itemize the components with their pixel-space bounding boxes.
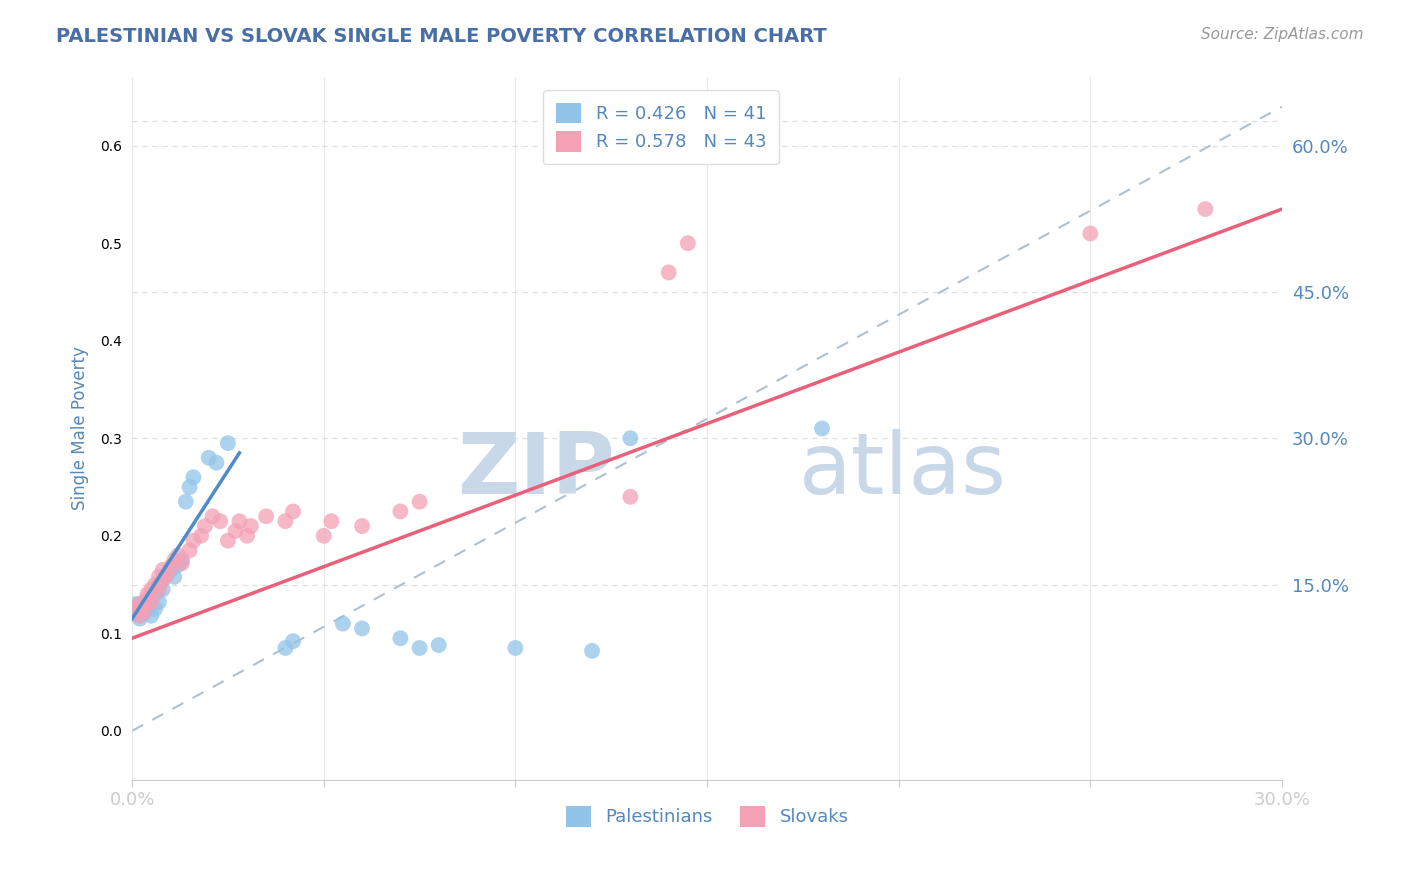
- Point: [148, 595, 170, 609]
- Point: [389, 631, 412, 645]
- Point: [217, 436, 239, 450]
- Point: [194, 519, 217, 533]
- Point: [152, 573, 174, 587]
- Point: [152, 563, 174, 577]
- Point: [125, 602, 148, 616]
- Point: [125, 602, 148, 616]
- Point: [155, 567, 177, 582]
- Point: [201, 509, 224, 524]
- Point: [143, 602, 166, 616]
- Point: [128, 608, 150, 623]
- Point: [209, 514, 232, 528]
- Point: [228, 514, 250, 528]
- Legend: Palestinians, Slovaks: Palestinians, Slovaks: [558, 798, 856, 834]
- Point: [676, 236, 699, 251]
- Point: [619, 431, 641, 445]
- Point: [136, 597, 159, 611]
- Text: ZIP: ZIP: [457, 429, 614, 512]
- Point: [190, 529, 212, 543]
- Point: [179, 480, 201, 494]
- Point: [152, 582, 174, 597]
- Point: [427, 638, 450, 652]
- Point: [183, 470, 205, 484]
- Point: [128, 605, 150, 619]
- Point: [155, 567, 177, 582]
- Point: [389, 504, 412, 518]
- Point: [125, 597, 148, 611]
- Point: [581, 644, 603, 658]
- Point: [352, 519, 374, 533]
- Point: [197, 450, 219, 465]
- Point: [128, 608, 150, 623]
- Point: [217, 533, 239, 548]
- Point: [132, 607, 155, 621]
- Point: [505, 640, 527, 655]
- Point: [179, 543, 201, 558]
- Point: [170, 553, 193, 567]
- Point: [132, 595, 155, 609]
- Point: [167, 558, 190, 572]
- Point: [128, 597, 150, 611]
- Point: [148, 577, 170, 591]
- Text: atlas: atlas: [799, 429, 1007, 512]
- Point: [125, 607, 148, 621]
- Point: [170, 556, 193, 570]
- Point: [312, 529, 335, 543]
- Point: [174, 494, 197, 508]
- Y-axis label: Single Male Poverty: Single Male Poverty: [72, 347, 89, 510]
- Point: [321, 514, 343, 528]
- Point: [141, 592, 163, 607]
- Point: [141, 595, 163, 609]
- Point: [143, 577, 166, 591]
- Point: [352, 622, 374, 636]
- Point: [183, 533, 205, 548]
- Point: [148, 570, 170, 584]
- Point: [408, 640, 430, 655]
- Point: [281, 634, 304, 648]
- Point: [148, 582, 170, 597]
- Point: [239, 519, 262, 533]
- Point: [236, 529, 259, 543]
- Point: [132, 599, 155, 613]
- Point: [225, 524, 247, 538]
- Point: [205, 456, 228, 470]
- Text: PALESTINIAN VS SLOVAK SINGLE MALE POVERTY CORRELATION CHART: PALESTINIAN VS SLOVAK SINGLE MALE POVERT…: [56, 27, 827, 45]
- Point: [163, 570, 186, 584]
- Point: [143, 587, 166, 601]
- Point: [658, 265, 681, 279]
- Point: [136, 592, 159, 607]
- Point: [167, 549, 190, 563]
- Point: [132, 599, 155, 613]
- Point: [141, 608, 163, 623]
- Point: [274, 514, 297, 528]
- Point: [128, 612, 150, 626]
- Point: [132, 605, 155, 619]
- Point: [811, 421, 834, 435]
- Point: [254, 509, 277, 524]
- Text: Source: ZipAtlas.com: Source: ZipAtlas.com: [1201, 27, 1364, 42]
- Point: [408, 494, 430, 508]
- Point: [163, 553, 186, 567]
- Point: [619, 490, 641, 504]
- Point: [136, 601, 159, 615]
- Point: [152, 573, 174, 587]
- Point: [159, 560, 181, 574]
- Point: [332, 616, 354, 631]
- Point: [1194, 202, 1216, 216]
- Point: [159, 563, 181, 577]
- Point: [141, 582, 163, 597]
- Point: [136, 587, 159, 601]
- Point: [1078, 227, 1101, 241]
- Point: [281, 504, 304, 518]
- Point: [274, 640, 297, 655]
